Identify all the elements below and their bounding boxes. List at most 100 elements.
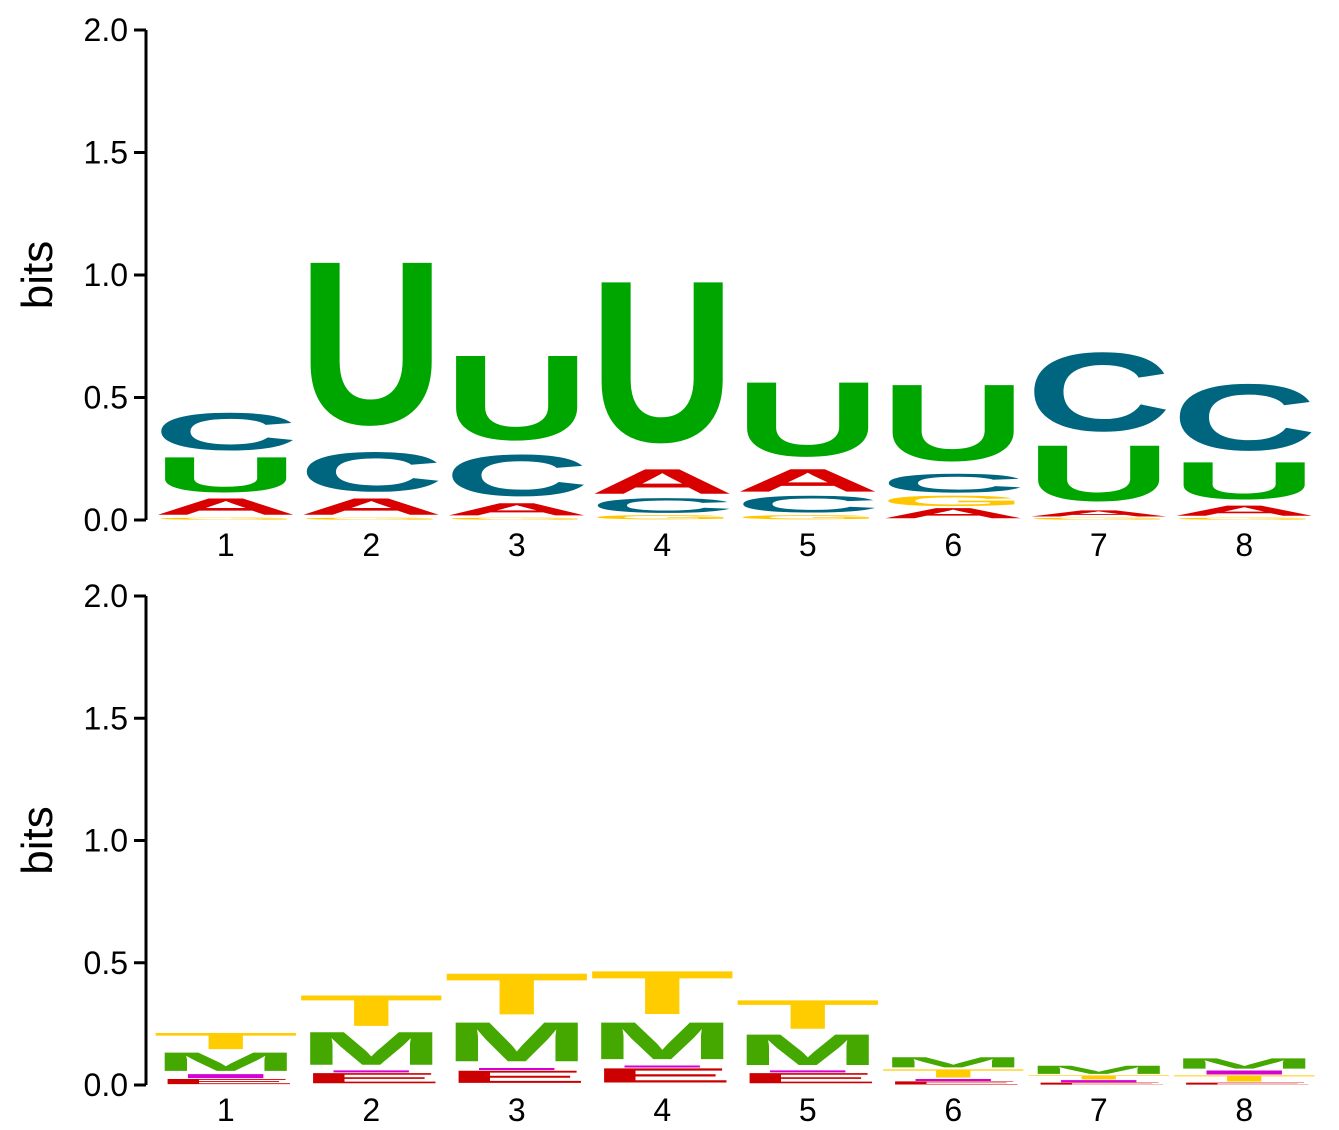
- logo-letter-E: E: [881, 1080, 1027, 1085]
- x-tick-label: 8: [1235, 527, 1253, 563]
- logo-letter-G: G: [1172, 517, 1317, 520]
- logo-letter-I: I: [153, 1073, 298, 1080]
- logo-letter-U: U: [444, 330, 589, 466]
- logo-letter-E: E: [299, 1070, 444, 1087]
- logo-letter-M: M: [1026, 1063, 1171, 1076]
- logo-letter-E: E: [735, 1070, 880, 1087]
- logo-letter-M: M: [735, 1025, 880, 1074]
- logo-letter-A: A: [299, 493, 444, 519]
- logo-letter-A: A: [881, 505, 1026, 521]
- y-tick-label: 1.5: [84, 700, 128, 736]
- logo-letter-C: C: [444, 443, 589, 509]
- logo-letter-C: C: [590, 494, 735, 517]
- logo-letter-E: E: [590, 1064, 735, 1087]
- logo-letter-C: C: [735, 491, 880, 517]
- y-tick-label: 1.0: [84, 257, 128, 293]
- x-tick-label: 4: [653, 527, 671, 563]
- logo-letter-G: G: [1026, 517, 1171, 520]
- logo-letter-C: C: [153, 402, 298, 461]
- logo-letter-T: T: [299, 986, 444, 1035]
- logo-letter-U: U: [299, 214, 444, 474]
- logo-letter-U: U: [1172, 451, 1317, 510]
- x-tick-label: 1: [217, 1092, 235, 1128]
- logo-letter-C: C: [881, 468, 1027, 498]
- y-tick-label: 1.0: [84, 823, 128, 859]
- logo-letter-U: U: [881, 362, 1026, 484]
- y-axis-label: bits: [13, 806, 62, 874]
- x-tick-label: 8: [1235, 1092, 1253, 1128]
- x-tick-label: 5: [799, 527, 817, 563]
- x-tick-label: 3: [508, 1092, 526, 1128]
- x-tick-label: 4: [653, 1092, 671, 1128]
- logo-letter-E: E: [153, 1077, 298, 1085]
- logo-letter-E: E: [1026, 1082, 1171, 1085]
- x-tick-label: 1: [217, 527, 235, 563]
- logo-letter-E: E: [444, 1067, 589, 1087]
- y-tick-label: 1.5: [84, 135, 128, 171]
- logo-letter-G: G: [590, 514, 735, 521]
- x-tick-label: 7: [1090, 1092, 1108, 1128]
- logo-letter-U: U: [153, 447, 298, 503]
- logo-letter-M: M: [153, 1047, 298, 1077]
- y-tick-label: 0.0: [84, 1067, 128, 1103]
- logo-letter-A: A: [1172, 503, 1317, 519]
- logo-letter-M: M: [1172, 1055, 1317, 1071]
- logo-letter-G: G: [881, 493, 1026, 509]
- logo-letter-T: T: [881, 1067, 1026, 1080]
- y-axis-label: bits: [13, 241, 62, 309]
- logo-letter-I: I: [735, 1070, 880, 1073]
- y-tick-label: 2.0: [84, 578, 128, 614]
- logo-letter-T: T: [1172, 1073, 1317, 1083]
- logo-letter-A: A: [1026, 509, 1171, 519]
- logo-letter-T: T: [153, 1028, 298, 1054]
- y-tick-label: 0.0: [84, 502, 128, 538]
- logo-letter-U: U: [590, 232, 735, 490]
- logo-letter-I: I: [1172, 1069, 1317, 1076]
- logo-letter-E: E: [1172, 1082, 1317, 1085]
- x-tick-label: 6: [944, 527, 962, 563]
- logo-letter-T: T: [444, 961, 589, 1027]
- logo-letter-I: I: [590, 1065, 735, 1068]
- logo-letter-M: M: [444, 1011, 589, 1073]
- logo-letter-A: A: [735, 462, 881, 499]
- logo-letter-T: T: [1026, 1074, 1171, 1081]
- x-tick-label: 2: [362, 1092, 380, 1128]
- logo-letter-I: I: [881, 1078, 1026, 1081]
- x-tick-label: 7: [1090, 527, 1108, 563]
- logo-letter-I: I: [444, 1067, 589, 1070]
- logo-letter-G: G: [299, 517, 444, 520]
- y-tick-label: 0.5: [84, 380, 128, 416]
- logo-letter-C: C: [1172, 365, 1317, 470]
- x-tick-label: 5: [799, 1092, 817, 1128]
- logo-letter-G: G: [735, 514, 880, 521]
- x-tick-label: 3: [508, 527, 526, 563]
- y-tick-label: 0.5: [84, 945, 128, 981]
- logo-letter-C: C: [1026, 329, 1171, 455]
- logo-letter-I: I: [1026, 1080, 1171, 1083]
- logo-letter-M: M: [881, 1054, 1026, 1070]
- x-tick-label: 6: [944, 1092, 962, 1128]
- logo-letter-A: A: [444, 500, 589, 520]
- logo-letter-T: T: [590, 958, 735, 1027]
- logo-letter-U: U: [735, 360, 881, 479]
- logo-letter-A: A: [153, 493, 298, 519]
- y-tick-label: 2.0: [84, 12, 128, 48]
- logo-letter-A: A: [590, 462, 736, 502]
